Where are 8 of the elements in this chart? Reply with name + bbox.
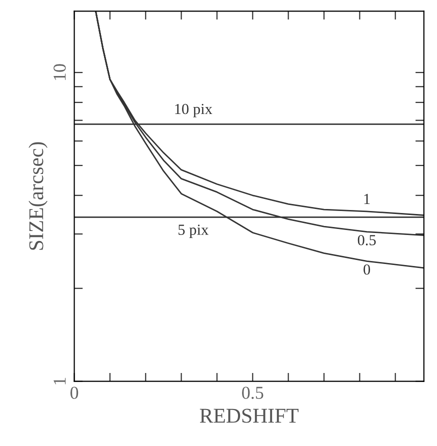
ref-line-label: 5 pix — [178, 224, 208, 238]
series-label: 0 — [364, 264, 370, 275]
x-axis-title: REDSHIFT — [200, 408, 299, 423]
y-tick-label: 10 — [54, 64, 66, 80]
ref-line-label: 10 pix — [175, 104, 212, 118]
y-axis-title: SIZE(arcsec) — [28, 142, 48, 250]
series-label: 0.5 — [358, 234, 376, 246]
series-label: 1 — [364, 194, 370, 204]
